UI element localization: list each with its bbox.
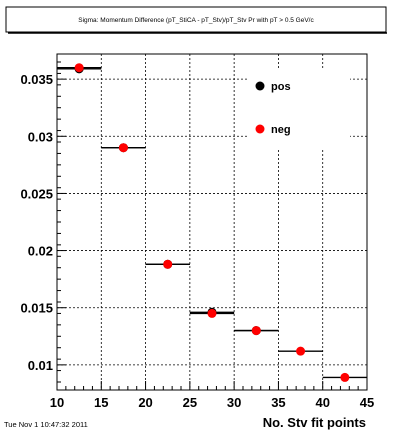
timestamp: Tue Nov 1 10:47:32 2011 bbox=[4, 420, 88, 429]
x-tick-label: 45 bbox=[360, 395, 374, 410]
x-tick-label: 40 bbox=[315, 395, 329, 410]
legend-label-pos: pos bbox=[271, 81, 291, 93]
neg-data-point bbox=[74, 63, 84, 73]
y-tick-labels: 0.01 0.015 0.02 0.025 0.03 0.035 bbox=[20, 72, 53, 373]
legend-label-neg: neg bbox=[271, 124, 291, 136]
legend: pos neg bbox=[247, 68, 350, 150]
neg-data-point bbox=[296, 346, 306, 356]
x-tick-label: 10 bbox=[50, 395, 64, 410]
chart-title: Sigma: Momentum Difference (pT_StiCA - p… bbox=[78, 17, 314, 24]
neg-data-point bbox=[207, 308, 217, 318]
neg-data-point bbox=[118, 143, 128, 153]
legend-box bbox=[247, 68, 350, 150]
x-tick-label: 30 bbox=[227, 395, 241, 410]
x-tick-label: 20 bbox=[138, 395, 152, 410]
legend-marker-neg bbox=[255, 124, 265, 134]
y-tick-label: 0.02 bbox=[28, 244, 53, 259]
data-marks bbox=[57, 63, 367, 382]
y-tick-label: 0.01 bbox=[28, 358, 53, 373]
x-tick-labels: 10 15 20 25 30 35 40 45 bbox=[50, 395, 374, 410]
y-tick-label: 0.015 bbox=[20, 301, 53, 316]
y-tick-label: 0.025 bbox=[20, 186, 53, 201]
x-tick-label: 35 bbox=[271, 395, 285, 410]
y-tick-label: 0.035 bbox=[20, 72, 53, 87]
neg-data-point bbox=[251, 326, 261, 336]
legend-marker-pos bbox=[255, 81, 265, 91]
x-tick-label: 25 bbox=[183, 395, 197, 410]
y-tick-label: 0.03 bbox=[28, 129, 53, 144]
title-box bbox=[5, 6, 387, 33]
x-axis-label: No. Stv fit points bbox=[263, 415, 366, 430]
axis-ticks bbox=[56, 61, 368, 390]
x-tick-label: 15 bbox=[94, 395, 108, 410]
neg-data-point bbox=[340, 372, 350, 382]
neg-data-point bbox=[163, 259, 173, 269]
